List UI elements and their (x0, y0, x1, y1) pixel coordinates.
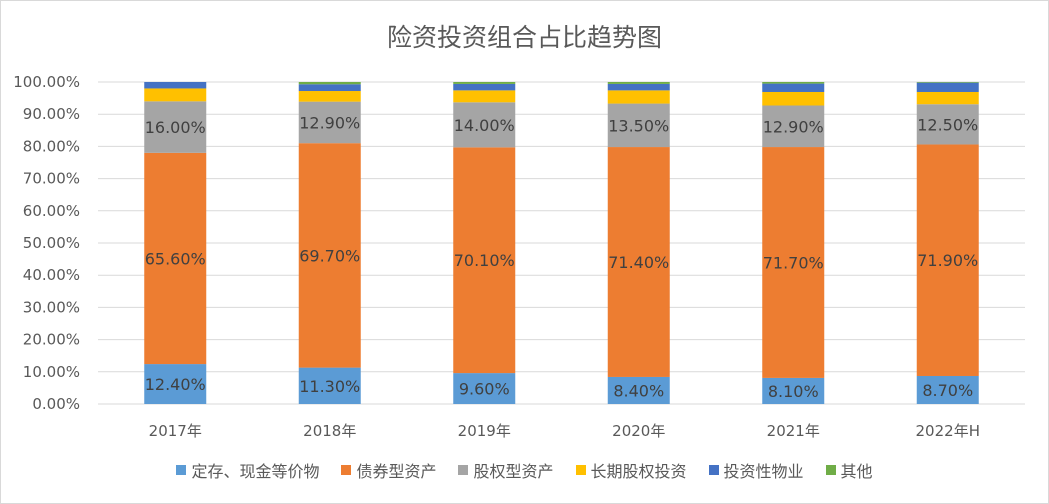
legend-swatch (825, 465, 836, 475)
y-tick-label: 0.00% (32, 395, 80, 413)
data-label: 8.10% (768, 382, 819, 401)
legend-label: 股权型资产 (473, 462, 554, 481)
x-tick-label: 2021年 (767, 422, 820, 440)
bar-segment (298, 82, 361, 85)
bar-segment (762, 105, 825, 148)
bar-segment (762, 147, 825, 378)
data-label: 13.50% (608, 116, 669, 135)
x-tick-label: 2020年 (612, 422, 665, 440)
legend-label: 长期股权投资 (590, 462, 687, 481)
legend-swatch (458, 465, 469, 475)
y-tick-label: 80.00% (23, 137, 80, 155)
bar-segment (607, 376, 670, 404)
data-label: 14.00% (454, 116, 515, 135)
x-tick-label: 2018年 (303, 422, 356, 440)
legend-item: 投资性物业 (708, 458, 804, 482)
legend-item: 其他 (825, 458, 873, 482)
bar-segment (453, 82, 516, 84)
data-label: 71.90% (917, 251, 978, 270)
x-tick-label: 2017年 (149, 422, 202, 440)
bar-segment (144, 82, 207, 89)
data-label: 12.90% (299, 113, 360, 132)
bar-segment (453, 373, 516, 404)
data-label: 70.10% (454, 251, 515, 270)
bar-segment (916, 375, 979, 404)
bar-segment (762, 91, 825, 106)
data-label: 12.50% (917, 115, 978, 134)
bar-segment (453, 102, 516, 148)
bar-segment (607, 90, 670, 104)
bar-segment (607, 103, 670, 148)
data-label: 12.40% (145, 375, 206, 394)
bar-segment (762, 377, 825, 404)
y-tick-label: 30.00% (23, 298, 80, 316)
y-tick-label: 20.00% (23, 331, 80, 349)
legend-item: 长期股权投资 (575, 458, 687, 482)
bar-segment (144, 101, 207, 153)
bar-segment (298, 101, 361, 144)
bar-segment (144, 152, 207, 365)
data-label: 12.90% (763, 117, 824, 136)
legend-label: 投资性物业 (723, 462, 804, 481)
bar-segment (453, 90, 516, 103)
bar-segment (916, 82, 979, 92)
bar-segment (607, 82, 670, 84)
x-tick-label: 2019年 (458, 422, 511, 440)
y-tick-label: 60.00% (23, 202, 80, 220)
y-tick-label: 90.00% (23, 105, 80, 123)
y-tick-label: 70.00% (23, 170, 80, 188)
data-label: 71.70% (763, 253, 824, 272)
data-label: 9.60% (459, 380, 510, 399)
bar-segment (298, 91, 361, 102)
y-tick-label: 40.00% (23, 266, 80, 284)
legend-item: 债券型资产 (341, 458, 436, 482)
data-label: 65.60% (145, 249, 206, 268)
bar-segment (453, 83, 516, 91)
data-label: 69.70% (299, 246, 360, 265)
bar-segment (916, 82, 979, 83)
legend-swatch (176, 465, 187, 475)
legend-label: 债券型资产 (356, 462, 437, 481)
x-tick-label: 2022年H (916, 422, 980, 440)
bar-segment (144, 88, 207, 102)
data-label: 16.00% (145, 118, 206, 137)
legend: 定存、现金等价物 债券型资产 股权型资产 长期股权投资 投资性物业 其他 (0, 458, 1049, 482)
data-label: 8.40% (613, 381, 664, 400)
legend-label: 定存、现金等价物 (191, 462, 320, 481)
bar-segment (916, 91, 979, 105)
data-label: 8.70% (922, 381, 973, 400)
legend-swatch (341, 465, 352, 475)
bar-segment (762, 82, 825, 84)
bar-segment (762, 83, 825, 92)
bar-segment (607, 83, 670, 91)
y-tick-label: 50.00% (23, 234, 80, 252)
legend-item: 股权型资产 (458, 458, 554, 482)
data-label: 11.30% (299, 377, 360, 396)
y-tick-label: 10.00% (23, 363, 80, 381)
bar-segment (298, 367, 361, 404)
legend-swatch (575, 465, 586, 475)
bar-segment (453, 147, 516, 374)
bar-segment (916, 144, 979, 376)
data-label: 71.40% (608, 253, 669, 272)
legend-item: 定存、现金等价物 (176, 458, 319, 482)
bar-segment (607, 147, 670, 377)
legend-label: 其他 (840, 462, 873, 481)
bar-segment (298, 143, 361, 368)
bar-segment (144, 364, 207, 404)
chart-title: 险资投资组合占比趋势图 (386, 23, 662, 52)
y-tick-label: 100.00% (13, 73, 80, 91)
bar-segment (298, 84, 361, 92)
bar-segment (916, 104, 979, 145)
legend-swatch (708, 465, 719, 475)
